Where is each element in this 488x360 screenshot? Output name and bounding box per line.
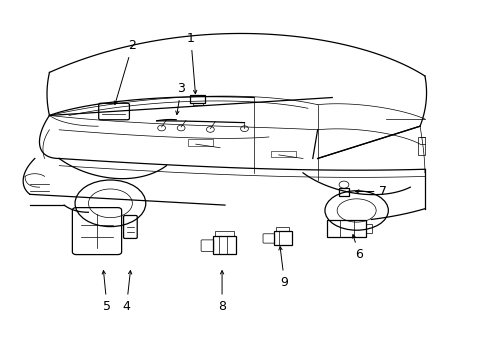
Bar	[188, 139, 212, 146]
Text: 8: 8	[218, 271, 225, 313]
Text: 6: 6	[352, 235, 362, 261]
Bar	[327, 220, 366, 237]
Bar	[275, 226, 289, 231]
Text: 3: 3	[175, 82, 184, 114]
Bar	[192, 103, 202, 105]
Bar	[189, 95, 205, 103]
Bar	[273, 231, 292, 244]
Text: 7: 7	[355, 185, 386, 198]
Text: 4: 4	[122, 271, 131, 313]
Bar	[366, 225, 371, 233]
Bar	[215, 231, 233, 236]
Text: 5: 5	[102, 271, 111, 313]
Bar	[417, 137, 424, 155]
Text: 1: 1	[186, 32, 196, 94]
Text: 9: 9	[278, 247, 288, 289]
Text: 2: 2	[114, 39, 136, 104]
Bar	[338, 188, 348, 196]
Bar	[271, 151, 295, 157]
Bar	[212, 236, 236, 253]
